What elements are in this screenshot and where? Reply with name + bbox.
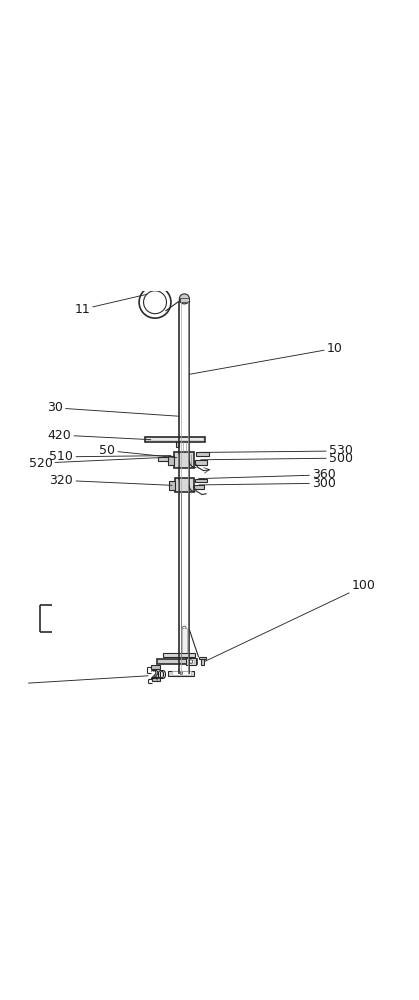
Bar <box>168 456 174 465</box>
Circle shape <box>189 660 193 663</box>
Bar <box>201 658 204 665</box>
Text: 20: 20 <box>149 669 165 682</box>
Bar <box>157 659 197 664</box>
Text: 500: 500 <box>201 452 353 465</box>
Bar <box>163 653 195 657</box>
Bar <box>194 485 204 489</box>
Bar <box>176 442 179 447</box>
Text: 30: 30 <box>47 401 178 416</box>
Text: 11: 11 <box>74 294 147 316</box>
Bar <box>151 665 160 669</box>
Bar <box>158 457 168 461</box>
Bar <box>199 657 206 659</box>
Text: 420: 420 <box>47 429 151 442</box>
Text: 50: 50 <box>99 444 177 458</box>
Circle shape <box>144 291 166 314</box>
Text: 510: 510 <box>49 450 171 463</box>
Circle shape <box>179 294 189 304</box>
Bar <box>188 660 194 663</box>
Bar <box>169 481 175 490</box>
Bar <box>186 658 196 665</box>
Circle shape <box>183 626 186 629</box>
Bar <box>145 437 205 442</box>
Circle shape <box>139 286 171 318</box>
Text: 360: 360 <box>199 468 336 481</box>
Bar <box>147 438 203 440</box>
Bar <box>172 671 191 675</box>
Text: 320: 320 <box>49 474 172 487</box>
Bar <box>180 298 189 302</box>
Text: 300: 300 <box>199 477 336 490</box>
Text: 520: 520 <box>28 457 168 470</box>
Text: 10: 10 <box>189 342 343 374</box>
Bar <box>174 452 194 468</box>
Circle shape <box>180 672 183 675</box>
Bar <box>195 479 207 482</box>
Bar <box>152 677 160 681</box>
Bar <box>195 460 207 465</box>
Bar <box>196 452 209 456</box>
Text: 20: 20 <box>28 669 167 683</box>
Bar <box>168 671 194 676</box>
Bar <box>182 628 187 661</box>
Text: 530: 530 <box>200 444 353 457</box>
Text: 100: 100 <box>204 579 376 662</box>
Bar <box>175 478 194 492</box>
Bar <box>179 298 189 301</box>
